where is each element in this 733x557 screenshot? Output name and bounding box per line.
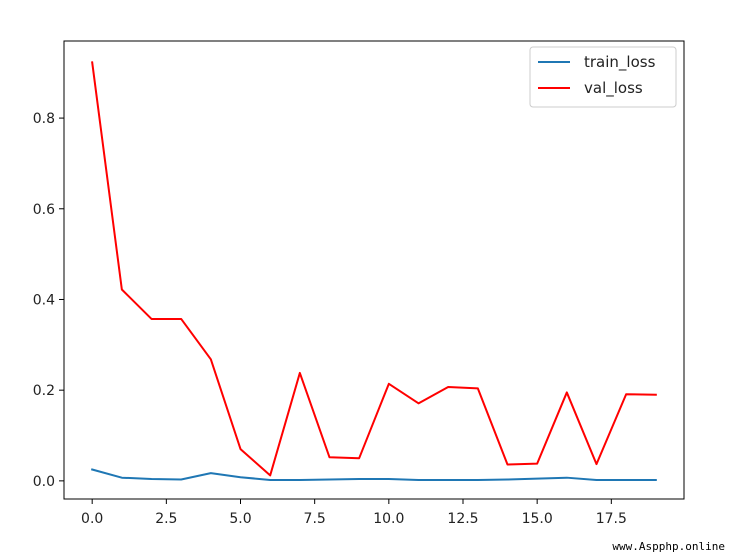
legend: train_loss val_loss (529, 46, 677, 108)
series-line-train-loss (90, 468, 657, 481)
watermark: www.Aspphp.online (610, 540, 727, 553)
x-tick-label: 7.5 (304, 511, 326, 527)
legend-label-val-loss: val_loss (584, 79, 643, 98)
y-tick-label: 0.6 (33, 202, 55, 218)
x-tick-label: 10.0 (373, 511, 404, 527)
plot-frame (63, 40, 685, 500)
x-tick-label: 17.5 (596, 511, 627, 527)
y-tick-label: 0.8 (33, 111, 55, 127)
x-tick-label: 15.0 (522, 511, 553, 527)
series-line-val-loss (91, 61, 657, 477)
y-tick-label: 0.0 (33, 474, 55, 490)
legend-label-train-loss: train_loss (584, 53, 656, 72)
y-axis: 0.0 0.2 0.4 0.6 0.8 (33, 111, 64, 490)
x-tick-label: 2.5 (155, 511, 177, 527)
x-axis: 0.0 2.5 5.0 7.5 10.0 12.5 15.0 17.5 (81, 499, 627, 527)
series-layer (90, 61, 657, 481)
y-tick-label: 0.2 (33, 383, 55, 399)
y-tick-label: 0.4 (33, 292, 55, 308)
x-tick-label: 0.0 (81, 511, 103, 527)
x-tick-label: 12.5 (447, 511, 478, 527)
x-tick-label: 5.0 (229, 511, 251, 527)
